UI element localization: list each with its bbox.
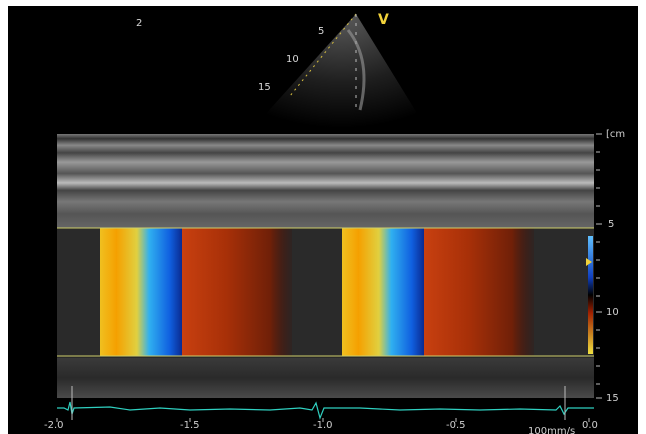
time-label-0: 0.0 [582,420,598,431]
baseline-marker [586,258,592,266]
time-label-minus-1: -1.0 [313,420,333,431]
sector-scan [262,13,420,128]
depth-label-15: 15 [606,393,619,404]
time-label-minus-2: -2.0 [44,420,64,431]
time-label-minus-1-5: -1.5 [180,420,200,431]
image-number: 2 [136,18,142,29]
depth-label-10: 10 [606,307,619,318]
time-label-minus-0-5: -0.5 [446,420,466,431]
sector-depth-15: 15 [258,82,271,93]
ecg-trace [57,401,594,420]
sector-depth-10: 10 [286,54,299,65]
depth-unit: [cm [606,129,625,140]
sector-depth-5: 5 [318,26,324,37]
time-ticks [56,386,590,422]
color-scale-bar [588,236,593,354]
depth-label-5: 5 [608,219,614,230]
color-doppler-jet-1 [100,228,292,356]
color-doppler-jet-2 [342,228,534,356]
sweep-speed: 100mm/s [528,426,575,434]
depth-ticks [596,133,602,399]
view-marker: V [378,12,389,28]
